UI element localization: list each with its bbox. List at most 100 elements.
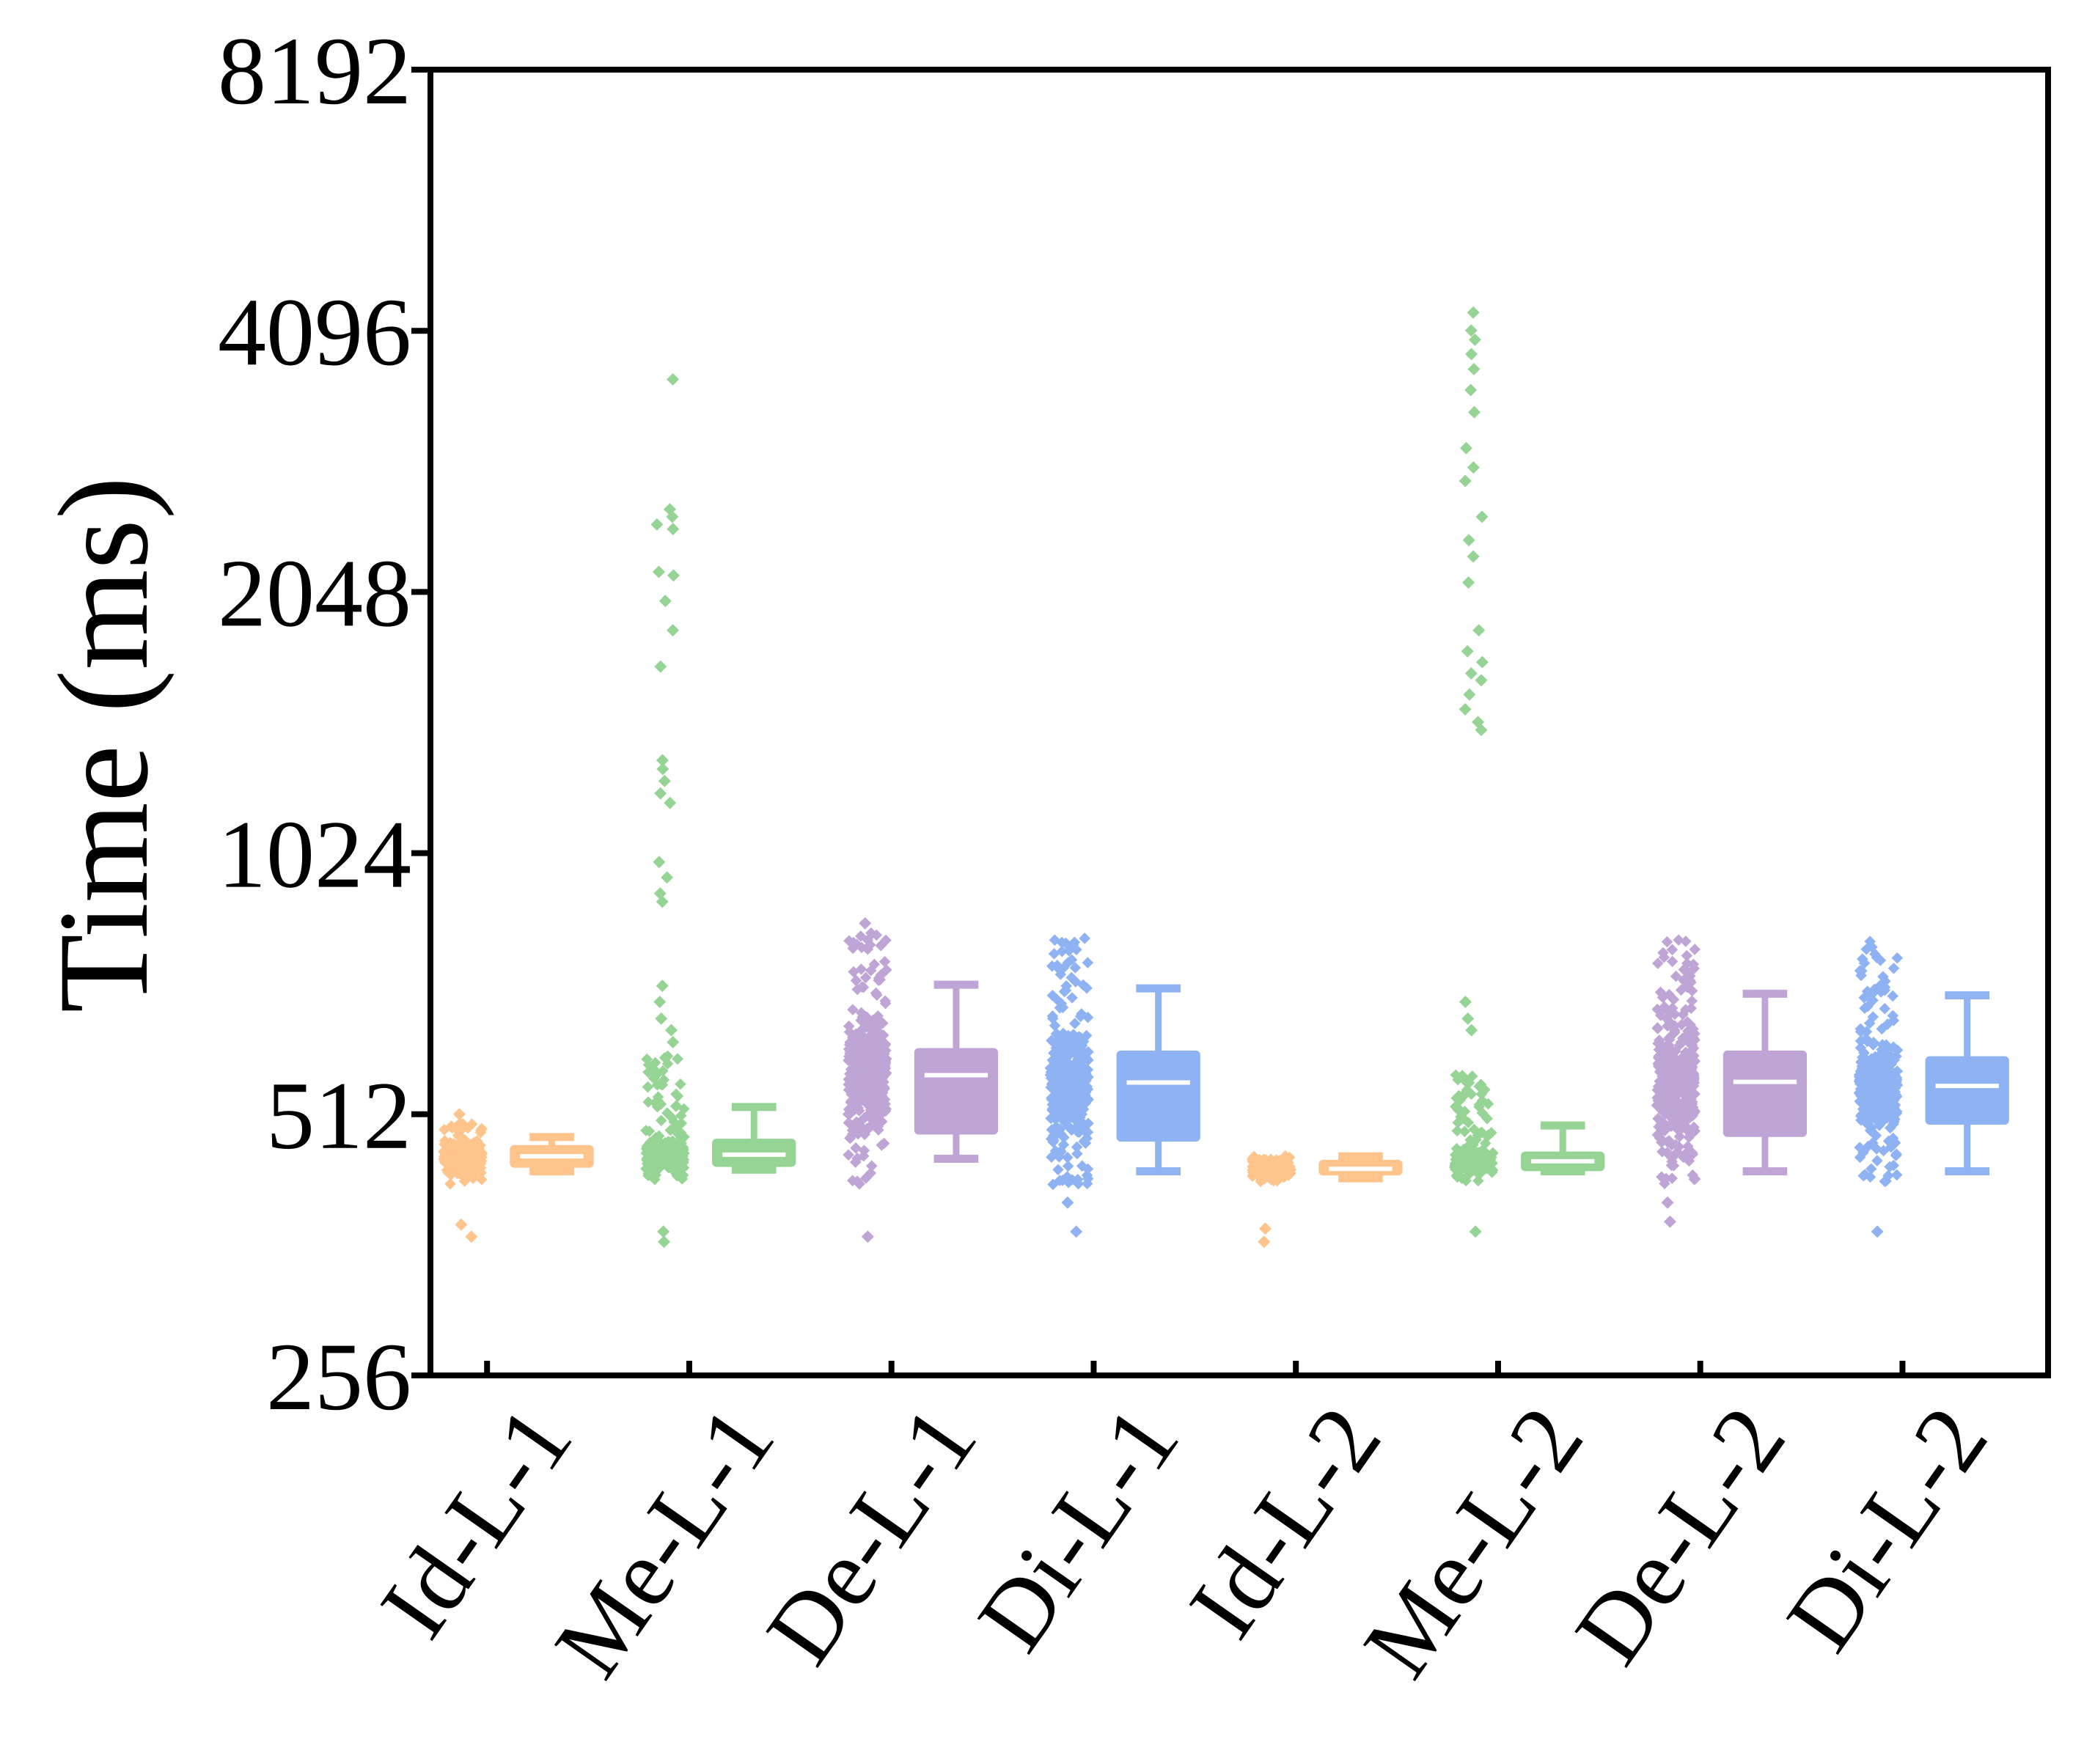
- data-point: [1670, 970, 1682, 982]
- outlier-point: [653, 856, 666, 869]
- data-point: [1450, 1069, 1462, 1081]
- outlier-point: [465, 1230, 478, 1243]
- outlier-point: [656, 754, 669, 767]
- data-point: [655, 1114, 667, 1127]
- data-point: [1081, 1169, 1093, 1181]
- data-point: [1047, 1136, 1059, 1148]
- data-point: [1279, 1150, 1291, 1162]
- data-point: [1654, 1010, 1667, 1021]
- data-point: [1247, 1170, 1258, 1183]
- data-point: [1891, 1065, 1904, 1077]
- outlier-point: [667, 1035, 680, 1048]
- data-point: [651, 1068, 663, 1081]
- data-point: [1679, 976, 1691, 988]
- data-point: [1079, 933, 1090, 944]
- outlier-point: [1661, 1196, 1674, 1209]
- data-point: [1651, 1129, 1664, 1141]
- outlier-point: [1467, 306, 1480, 319]
- data-point: [1475, 1126, 1488, 1139]
- outlier-point: [1464, 666, 1478, 680]
- data-point: [1860, 944, 1873, 955]
- data-point: [1063, 1177, 1074, 1188]
- data-point: [1879, 1002, 1891, 1015]
- outlier-point: [1459, 441, 1472, 455]
- data-point: [845, 1069, 858, 1081]
- data-point: [1683, 1047, 1695, 1059]
- data-point: [1044, 1062, 1057, 1074]
- data-point: [1061, 1109, 1074, 1122]
- data-point: [1865, 1163, 1877, 1175]
- data-point: [850, 1045, 862, 1057]
- data-point: [1680, 936, 1692, 947]
- data-point: [850, 1142, 862, 1154]
- data-point: [865, 964, 877, 977]
- data-point: [1861, 1035, 1874, 1048]
- outlier-point: [1472, 624, 1486, 637]
- data-point: [880, 1045, 892, 1056]
- outlier-point: [1663, 1215, 1676, 1228]
- data-point: [865, 1160, 878, 1172]
- data-point: [1871, 1155, 1883, 1166]
- outlier-point: [1475, 724, 1488, 737]
- data-point: [1874, 955, 1887, 966]
- data-point: [847, 1004, 859, 1015]
- data-point: [880, 964, 892, 976]
- data-point: [1858, 957, 1871, 969]
- data-point: [1666, 955, 1678, 968]
- data-point: [1672, 1060, 1684, 1072]
- data-point: [1860, 1026, 1873, 1037]
- data-point: [1686, 995, 1698, 1007]
- data-point: [1682, 1027, 1695, 1040]
- data-point: [1668, 1026, 1681, 1038]
- data-point: [1887, 1102, 1899, 1114]
- data-point: [842, 1108, 854, 1120]
- data-point: [1451, 1125, 1463, 1137]
- data-point: [649, 1097, 661, 1109]
- outlier-point: [657, 1225, 670, 1238]
- outlier-point: [1462, 576, 1475, 589]
- x-tick-label: Di-L-2: [1766, 1387, 2008, 1669]
- outlier-point: [652, 565, 665, 578]
- data-point: [1891, 1044, 1904, 1056]
- data-point: [1666, 1155, 1678, 1168]
- data-point: [1066, 992, 1078, 1004]
- data-point: [1070, 1089, 1082, 1100]
- data-point: [855, 963, 867, 975]
- data-point: [850, 974, 862, 987]
- data-point: [1049, 1121, 1062, 1133]
- data-point: [1685, 1098, 1697, 1111]
- data-point: [1459, 1106, 1471, 1117]
- data-point: [879, 995, 891, 1007]
- data-point: [1462, 1117, 1475, 1128]
- data-point: [1081, 1081, 1093, 1092]
- y-tick-label: 1024: [218, 801, 411, 908]
- data-point: [876, 1139, 888, 1151]
- data-point: [1058, 1131, 1070, 1144]
- data-point: [1681, 1016, 1694, 1028]
- data-point: [474, 1125, 487, 1136]
- data-point: [876, 1017, 889, 1029]
- data-point: [471, 1155, 483, 1167]
- data-point: [1258, 1161, 1270, 1173]
- outlier-point: [1465, 348, 1478, 361]
- data-point: [642, 1066, 654, 1078]
- data-point: [873, 972, 885, 984]
- marks-layer: [438, 306, 2009, 1249]
- outlier-point: [859, 916, 872, 930]
- data-point: [663, 1136, 675, 1148]
- data-point: [476, 1173, 488, 1186]
- data-point: [1482, 1156, 1494, 1168]
- data-point: [846, 1032, 859, 1043]
- data-point: [1662, 1020, 1673, 1032]
- data-point: [1071, 944, 1082, 955]
- data-point: [1677, 1009, 1689, 1021]
- data-point: [854, 1178, 865, 1190]
- data-point: [649, 1056, 661, 1069]
- data-point: [1456, 1070, 1468, 1081]
- data-point: [1063, 1101, 1075, 1113]
- data-point: [1663, 1034, 1676, 1045]
- data-point: [865, 1036, 877, 1048]
- data-point: [1071, 1173, 1084, 1186]
- data-point: [672, 1053, 683, 1065]
- data-point: [1857, 1103, 1869, 1115]
